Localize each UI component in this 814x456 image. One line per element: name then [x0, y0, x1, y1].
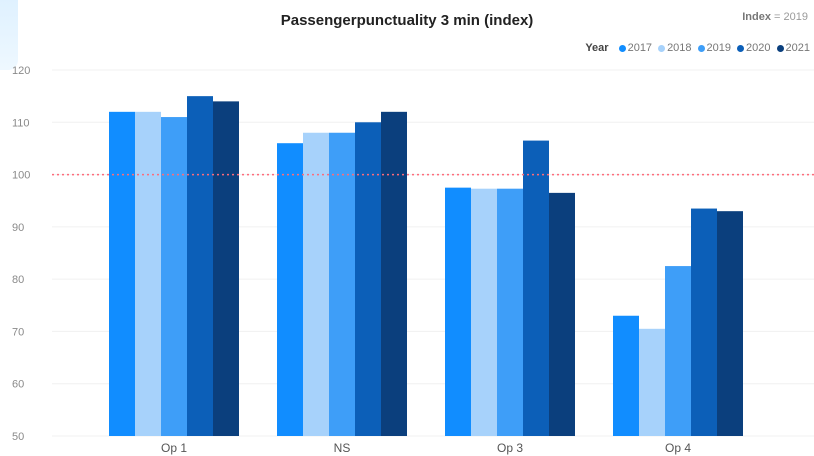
legend-label: 2019: [706, 42, 732, 54]
x-category-label: Op 1: [161, 441, 187, 455]
legend-dot-icon: [658, 44, 666, 52]
y-tick-label: 80: [12, 274, 24, 286]
x-category-label: Op 4: [665, 441, 691, 455]
legend-label: 2018: [667, 42, 692, 54]
index-note-value: = 2019: [774, 11, 808, 23]
index-note-label: Index: [742, 11, 771, 23]
legend-item-2017[interactable]: 2017: [618, 42, 653, 54]
legend-label: 2017: [627, 42, 653, 54]
legend-item-2020[interactable]: 2020: [737, 42, 771, 54]
legend-title: Year: [585, 42, 609, 54]
bar-op-1-2018[interactable]: [135, 111, 161, 436]
bar-op-4-2020[interactable]: [691, 208, 717, 436]
y-tick-label: 60: [12, 379, 24, 391]
bar-op-3-2019[interactable]: [497, 188, 523, 436]
y-tick-label: 50: [12, 431, 24, 443]
y-tick-label: 70: [12, 326, 24, 338]
bar-op-1-2019[interactable]: [161, 117, 187, 437]
bar-op-3-2021[interactable]: [549, 192, 575, 436]
bar-op-1-2020[interactable]: [187, 96, 213, 437]
bar-ns-2018[interactable]: [303, 132, 329, 436]
bar-op-4-2017[interactable]: [613, 315, 639, 436]
legend-item-2019[interactable]: 2019: [697, 42, 732, 54]
legend-dot-icon: [737, 44, 745, 52]
bar-ns-2021[interactable]: [381, 111, 407, 436]
bar-op-4-2019[interactable]: [665, 266, 691, 436]
bar-op-3-2018[interactable]: [471, 188, 497, 436]
legend-label: 2020: [746, 42, 771, 54]
bar-op-4-2021[interactable]: [717, 211, 743, 436]
corner-decoration: [0, 0, 18, 70]
chart-title: Passengerpunctuality 3 min (index): [280, 12, 534, 29]
y-tick-label: 110: [12, 117, 30, 129]
legend: Year 2017 2018 2019 2020 2021: [585, 42, 810, 54]
y-tick-label: 100: [12, 170, 30, 182]
bar-op-3-2020[interactable]: [523, 140, 549, 437]
bar-ns-2019[interactable]: [329, 132, 355, 436]
y-tick-label: 120: [12, 65, 30, 77]
legend-item-2018[interactable]: 2018: [658, 42, 692, 54]
legend-dot-icon: [618, 44, 626, 52]
legend-dot-icon: [776, 44, 784, 52]
bar-op-4-2018[interactable]: [639, 328, 665, 436]
bar-ns-2017[interactable]: [277, 143, 303, 436]
bar-op-1-2017[interactable]: [109, 111, 135, 436]
bar-op-1-2021[interactable]: [213, 101, 239, 436]
legend-item-2021[interactable]: 2021: [776, 42, 810, 54]
y-tick-label: 90: [12, 222, 24, 234]
x-category-label: NS: [334, 441, 351, 455]
bar-ns-2020[interactable]: [355, 122, 381, 437]
legend-dot-icon: [697, 44, 705, 52]
legend-label: 2021: [785, 42, 810, 54]
bar-op-3-2017[interactable]: [445, 187, 471, 436]
x-category-label: Op 3: [497, 441, 523, 455]
index-note: Index = 2019: [742, 11, 808, 23]
